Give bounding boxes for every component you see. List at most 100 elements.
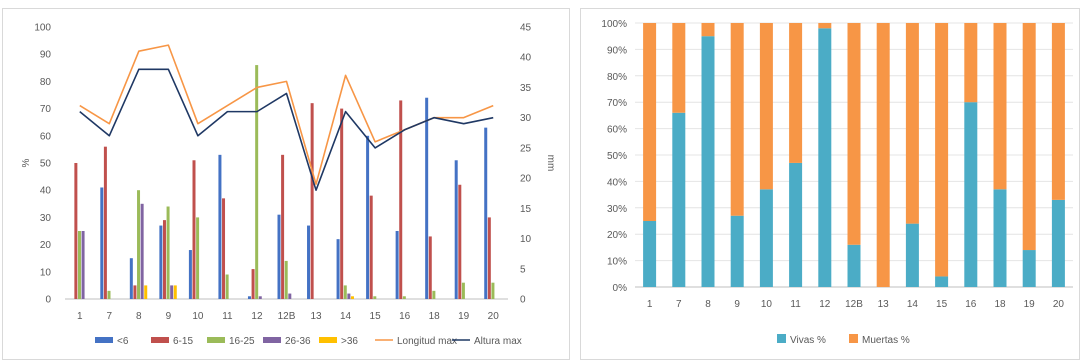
bar-gt-36 [144, 285, 148, 299]
y-tick-label: 30% [607, 204, 627, 215]
y-tick-label: 80 [40, 77, 52, 88]
bar-lt-6 [336, 239, 340, 299]
bar-muertas [672, 23, 686, 113]
legend-swatch-26-36 [263, 337, 281, 343]
bar-muertas [847, 23, 861, 245]
y-tick-label: 50% [607, 151, 627, 162]
x-tick-label: 7 [107, 311, 113, 322]
y-tick-label: 0 [45, 295, 51, 306]
bar-muertas [905, 23, 919, 224]
y-tick-label: 60% [607, 125, 627, 136]
bar-vivas [964, 102, 978, 287]
bar-16-25 [255, 65, 259, 299]
y-tick-label: 100 [34, 23, 51, 34]
bar-vivas [905, 223, 919, 287]
bar-muertas [789, 23, 803, 163]
bar-16-25 [77, 231, 81, 299]
bar-16-25 [166, 206, 170, 299]
y-tick-label: 60 [40, 131, 52, 142]
y-tick-label: 10% [607, 257, 627, 268]
bar-lt-6 [277, 214, 281, 299]
x-tick-label: 7 [676, 299, 682, 310]
bar-muertas [935, 23, 949, 277]
y-tick-label: 40 [40, 186, 52, 197]
bar-gt-36 [173, 285, 177, 299]
line-altura-max [79, 68, 494, 191]
bar-6-15 [192, 160, 196, 299]
bar-vivas [847, 244, 861, 287]
legend-label-16-25: 16-25 [229, 336, 255, 347]
bar-16-25 [432, 290, 436, 299]
bar-vivas [1051, 199, 1065, 287]
y2-tick-label: 35 [520, 83, 532, 94]
legend-label-muertas: Muertas % [862, 335, 910, 346]
bar-6-15 [222, 198, 226, 299]
x-tick-label: 18 [429, 311, 441, 322]
bar-vivas [759, 189, 773, 287]
x-tick-label: 13 [310, 311, 322, 322]
bar-vivas [730, 215, 744, 287]
y-tick-label: 80% [607, 72, 627, 83]
bar-muertas [759, 23, 773, 190]
legend-label-altura-max: Altura max [474, 336, 522, 347]
legend-label-gt-36: >36 [341, 336, 358, 347]
y-tick-label: 50 [40, 159, 52, 170]
x-tick-label: 12 [819, 299, 831, 310]
y-tick-label: 40% [607, 177, 627, 188]
bar-lt-6 [247, 296, 251, 299]
bar-vivas [643, 221, 657, 287]
y2-tick-label: 40 [520, 53, 532, 64]
bar-vivas [818, 28, 832, 288]
bar-6-15 [487, 217, 491, 299]
x-tick-label: 20 [488, 311, 500, 322]
bar-16-25 [137, 190, 141, 299]
y-tick-label: 90% [607, 45, 627, 56]
y-tick-label: 90 [40, 50, 52, 61]
legend-swatch-6-15 [151, 337, 169, 343]
line-longitud-max [79, 44, 494, 185]
x-tick-label: 20 [1053, 299, 1065, 310]
x-tick-label: 15 [370, 311, 382, 322]
legend-swatch-muertas [849, 334, 858, 343]
bar-vivas [789, 162, 803, 287]
bar-lt-6 [366, 135, 370, 299]
legend-swatch-lt-6 [95, 337, 113, 343]
x-tick-label: 11 [222, 311, 233, 322]
bar-vivas [935, 276, 949, 287]
x-tick-label: 10 [192, 311, 204, 322]
bar-16-25 [373, 296, 377, 299]
bar-6-15 [103, 146, 107, 299]
bar-26-36 [288, 293, 292, 299]
legend-label-6-15: 6-15 [173, 336, 193, 347]
bar-6-15 [428, 236, 432, 299]
y2-axis-title: mm [545, 155, 556, 172]
y-tick-label: 0% [613, 283, 628, 294]
bar-lt-6 [159, 225, 163, 299]
y-tick-label: 70 [40, 104, 52, 115]
bar-lt-6 [218, 154, 222, 299]
y2-tick-label: 15 [520, 204, 532, 215]
bar-muertas [993, 23, 1007, 190]
x-tick-label: 18 [994, 299, 1006, 310]
bar-lt-6 [454, 160, 458, 299]
x-tick-label: 12 [251, 311, 263, 322]
bar-6-15 [133, 285, 137, 299]
x-tick-label: 11 [790, 299, 801, 310]
bar-16-25 [402, 296, 406, 299]
x-tick-label: 1 [647, 299, 653, 310]
bar-lt-6 [307, 225, 311, 299]
x-tick-label: 19 [458, 311, 470, 322]
x-tick-label: 15 [936, 299, 948, 310]
y2-tick-label: 30 [520, 113, 532, 124]
bar-16-25 [491, 282, 495, 299]
bar-muertas [876, 23, 890, 287]
bar-lt-6 [188, 250, 192, 299]
stacked-percent-bar-chart: 0% 10% 20% 30% 40% 50% 60% 70% 80% 90% 100% 1 7 8 9 10 1… [601, 19, 1073, 346]
bar-lt-6 [129, 258, 133, 299]
x-tick-label: 9 [734, 299, 740, 310]
y2-tick-label: 25 [520, 143, 532, 154]
bar-26-36 [170, 285, 174, 299]
x-tick-label: 1 [77, 311, 83, 322]
bar-muertas [643, 23, 657, 221]
y2-tick-label: 0 [520, 295, 526, 306]
